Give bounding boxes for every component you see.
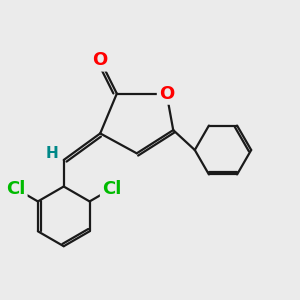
Text: H: H	[46, 146, 59, 161]
Text: O: O	[159, 85, 174, 103]
Text: Cl: Cl	[6, 180, 26, 198]
Text: Cl: Cl	[102, 180, 122, 198]
Text: O: O	[93, 51, 108, 69]
